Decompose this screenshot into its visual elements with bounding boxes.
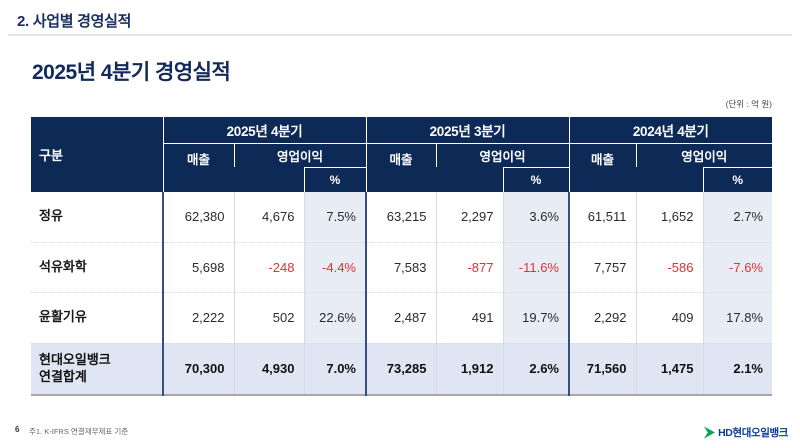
results-table: 구분 2025년 4분기 2025년 3분기 2024년 4분기 매출 영업이익…	[31, 117, 772, 396]
cell: 19.7%	[502, 291, 569, 343]
cell: 62,380	[162, 192, 234, 242]
cell: 1,475	[635, 342, 703, 395]
cell: 2,487	[365, 291, 436, 343]
row-label-line2: 연결합계	[39, 368, 87, 384]
logo-text: HD현대오일뱅크	[718, 427, 788, 439]
header-row-groups: 구분 2025년 4분기 2025년 3분기 2024년 4분기	[31, 117, 772, 192]
group-header-2024-q4: 2024년 4분기	[568, 117, 772, 144]
cell: 2,297	[435, 192, 503, 242]
cell: -11.6%	[502, 241, 569, 292]
spacer-cell	[436, 167, 503, 192]
row-label-line1: 현대오일뱅크	[39, 351, 111, 367]
cell: 2.7%	[702, 192, 772, 242]
header-divider	[8, 34, 792, 36]
cell: 7.0%	[303, 342, 366, 395]
footnote: 주1. K-IFRS 연결재무제표 기준	[29, 427, 129, 436]
cell: 22.6%	[303, 291, 366, 343]
cell: 2,292	[568, 291, 636, 343]
table-row-lube: 윤활기유 2,222 502 22.6% 2,487 491 19.7% 2,2…	[31, 291, 772, 343]
cell: 17.8%	[702, 291, 772, 343]
percent-header: %	[702, 166, 772, 192]
unit-note: (단위 : 억 원)	[725, 99, 772, 109]
cell: 1,652	[635, 192, 703, 242]
table-row-consolidated-total: 현대오일뱅크 연결합계 70,300 4,930 7.0% 73,285 1,9…	[31, 342, 772, 395]
cell: 2.6%	[502, 342, 569, 395]
row-label: 석유화학	[31, 241, 163, 292]
cell: -248	[233, 241, 304, 292]
cell: -877	[435, 241, 503, 292]
section-title: 2. 사업별 경영실적	[17, 13, 132, 30]
sales-header: 매출	[365, 143, 436, 192]
page-number: 6	[15, 425, 20, 434]
hd-hyundai-arrow-icon	[704, 426, 716, 439]
table-row-refining: 정유 62,380 4,676 7.5% 63,215 2,297 3.6% 6…	[31, 192, 772, 242]
cell: 491	[435, 291, 503, 343]
cell: 70,300	[162, 342, 234, 395]
op-profit-header: 영업이익	[435, 143, 569, 167]
row-label: 정유	[31, 192, 163, 242]
table-row-petrochemical: 석유화학 5,698 -248 -4.4% 7,583 -877 -11.6% …	[31, 241, 772, 292]
group-header-2025-q3: 2025년 3분기	[365, 117, 569, 144]
cell: -4.4%	[303, 241, 366, 292]
group-header-2025-q4: 2025년 4분기	[162, 117, 366, 144]
header-row-metrics: 매출 영업이익 매출 영업이익 매출 영업이익	[31, 143, 772, 192]
cell: 71,560	[568, 342, 636, 395]
results-table-container: 구분 2025년 4분기 2025년 3분기 2024년 4분기 매출 영업이익…	[31, 117, 772, 396]
cell: 3.6%	[502, 192, 569, 242]
cell: 7.5%	[303, 192, 366, 242]
spacer-cell	[636, 167, 703, 192]
cell: 2.1%	[702, 342, 772, 395]
sales-header: 매출	[568, 143, 636, 192]
op-profit-header: 영업이익	[233, 143, 366, 167]
cell: 5,698	[162, 241, 234, 292]
cell: -586	[635, 241, 703, 292]
cell: 409	[635, 291, 703, 343]
percent-header: %	[303, 166, 366, 192]
row-label: 현대오일뱅크 연결합계	[31, 342, 163, 395]
row-label: 윤활기유	[31, 291, 163, 343]
cell: 4,930	[233, 342, 304, 395]
sales-header: 매출	[162, 143, 234, 192]
page-title: 2025년 4분기 경영실적	[32, 61, 231, 84]
op-profit-header: 영업이익	[635, 143, 772, 167]
cell: 7,757	[568, 241, 636, 292]
cell: 1,912	[435, 342, 503, 395]
percent-header: %	[502, 166, 569, 192]
cell: 4,676	[233, 192, 304, 242]
header-row-percent: % % %	[31, 166, 772, 192]
company-logo: HD현대오일뱅크	[704, 425, 788, 440]
cell: 2,222	[162, 291, 234, 343]
cell: 73,285	[365, 342, 436, 395]
cell: 61,511	[568, 192, 636, 242]
cell: 7,583	[365, 241, 436, 292]
cell: 502	[233, 291, 304, 343]
spacer-cell	[234, 167, 304, 192]
corner-header: 구분	[31, 117, 163, 192]
cell: -7.6%	[702, 241, 772, 292]
cell: 63,215	[365, 192, 436, 242]
